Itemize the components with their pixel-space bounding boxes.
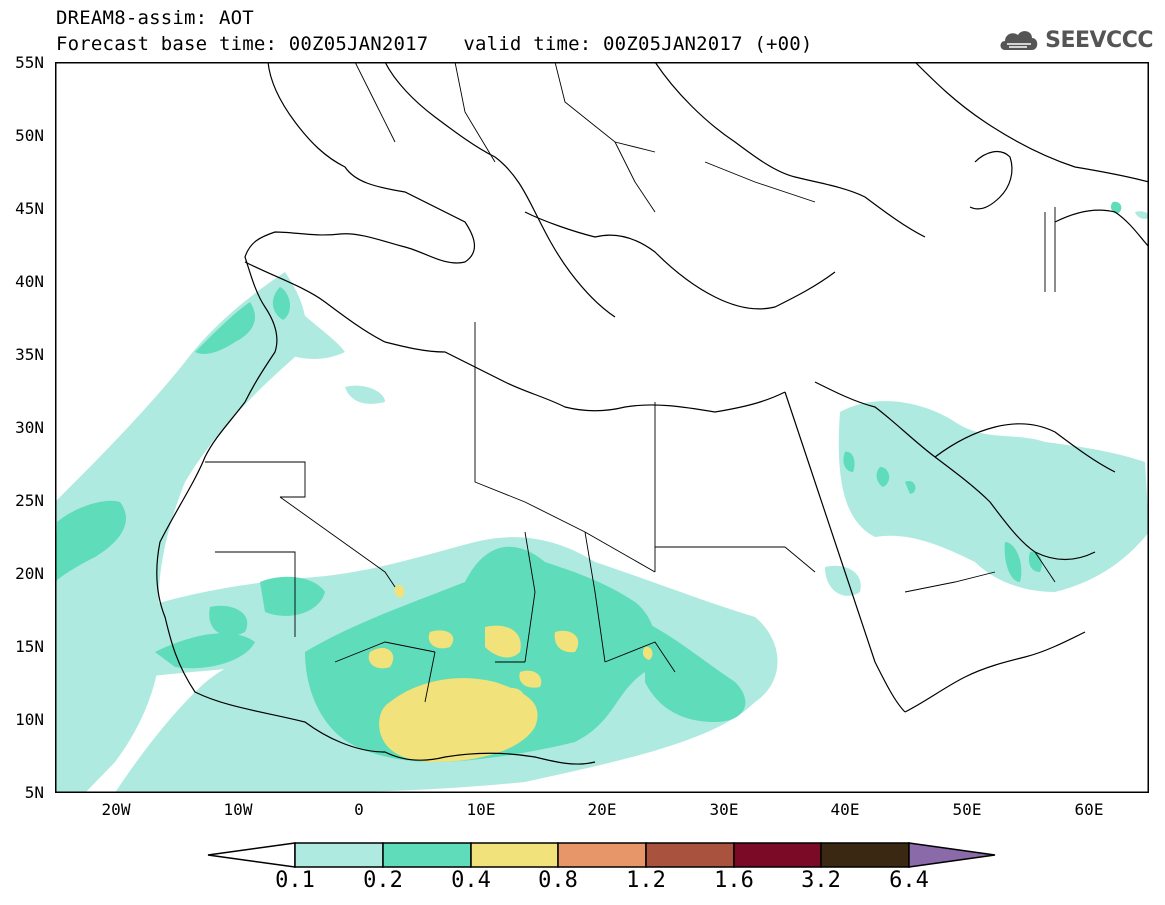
colorbar-segment [820, 842, 910, 868]
aot-map [55, 62, 1149, 793]
valid-time: valid time: 00Z05JAN2017 (+00) [463, 33, 813, 55]
colorbar-segment [557, 842, 647, 868]
colorbar-segment [470, 842, 559, 868]
borders [205, 62, 1056, 703]
lat-label: 30N [15, 418, 44, 437]
lat-label: 35N [15, 345, 44, 364]
lon-label: 20E [587, 800, 617, 819]
lat-label: 50N [15, 126, 44, 145]
colorbar-label: 1.6 [714, 868, 754, 893]
base-time: Forecast base time: 00Z05JAN2017 [56, 33, 429, 55]
lat-label: 45N [15, 199, 44, 218]
map-frame [55, 62, 1149, 793]
lon-label: 0 [354, 800, 364, 819]
colorbar-label: 1.2 [626, 868, 666, 893]
cloud-icon [1000, 31, 1038, 50]
lat-label: 15N [15, 637, 44, 656]
colorbar-label: 6.4 [889, 868, 929, 893]
colorbar-label: 0.8 [538, 868, 578, 893]
lat-label: 55N [15, 53, 44, 72]
colorbar-label: 0.2 [363, 868, 403, 893]
colorbar-label: 0.1 [275, 868, 315, 893]
colorbar-segment [645, 842, 735, 868]
logo-text: SEEVCCC [1045, 27, 1153, 53]
colorbar-label: 3.2 [801, 868, 841, 893]
map-title: DREAM8-assim: AOT [56, 7, 254, 29]
colorbar [207, 842, 996, 868]
colorbar-segment [294, 842, 384, 868]
lon-label: 30E [709, 800, 739, 819]
colorbar-segment [733, 842, 822, 868]
colorbar-max-arrow [908, 842, 996, 868]
colorbar-segment [382, 842, 472, 868]
lon-label: 50E [952, 800, 982, 819]
lat-label: 20N [15, 564, 44, 583]
colorbar-label: 0.4 [451, 868, 491, 893]
lat-label: 25N [15, 491, 44, 510]
lon-label: 20W [101, 800, 131, 819]
seevccc-logo: SEEVCCC [997, 26, 1153, 54]
time-info: Forecast base time: 00Z05JAN2017 valid t… [56, 34, 813, 54]
lon-label: 10E [466, 800, 496, 819]
colorbar-min-arrow [207, 842, 296, 868]
lon-label: 60E [1074, 800, 1104, 819]
aot-band-yellow [368, 585, 653, 762]
lat-label: 40N [15, 272, 44, 291]
lat-label: 5N [24, 783, 44, 802]
coastlines [156, 62, 1149, 765]
lon-label: 10W [223, 800, 253, 819]
lat-label: 10N [15, 710, 44, 729]
lon-label: 40E [830, 800, 860, 819]
